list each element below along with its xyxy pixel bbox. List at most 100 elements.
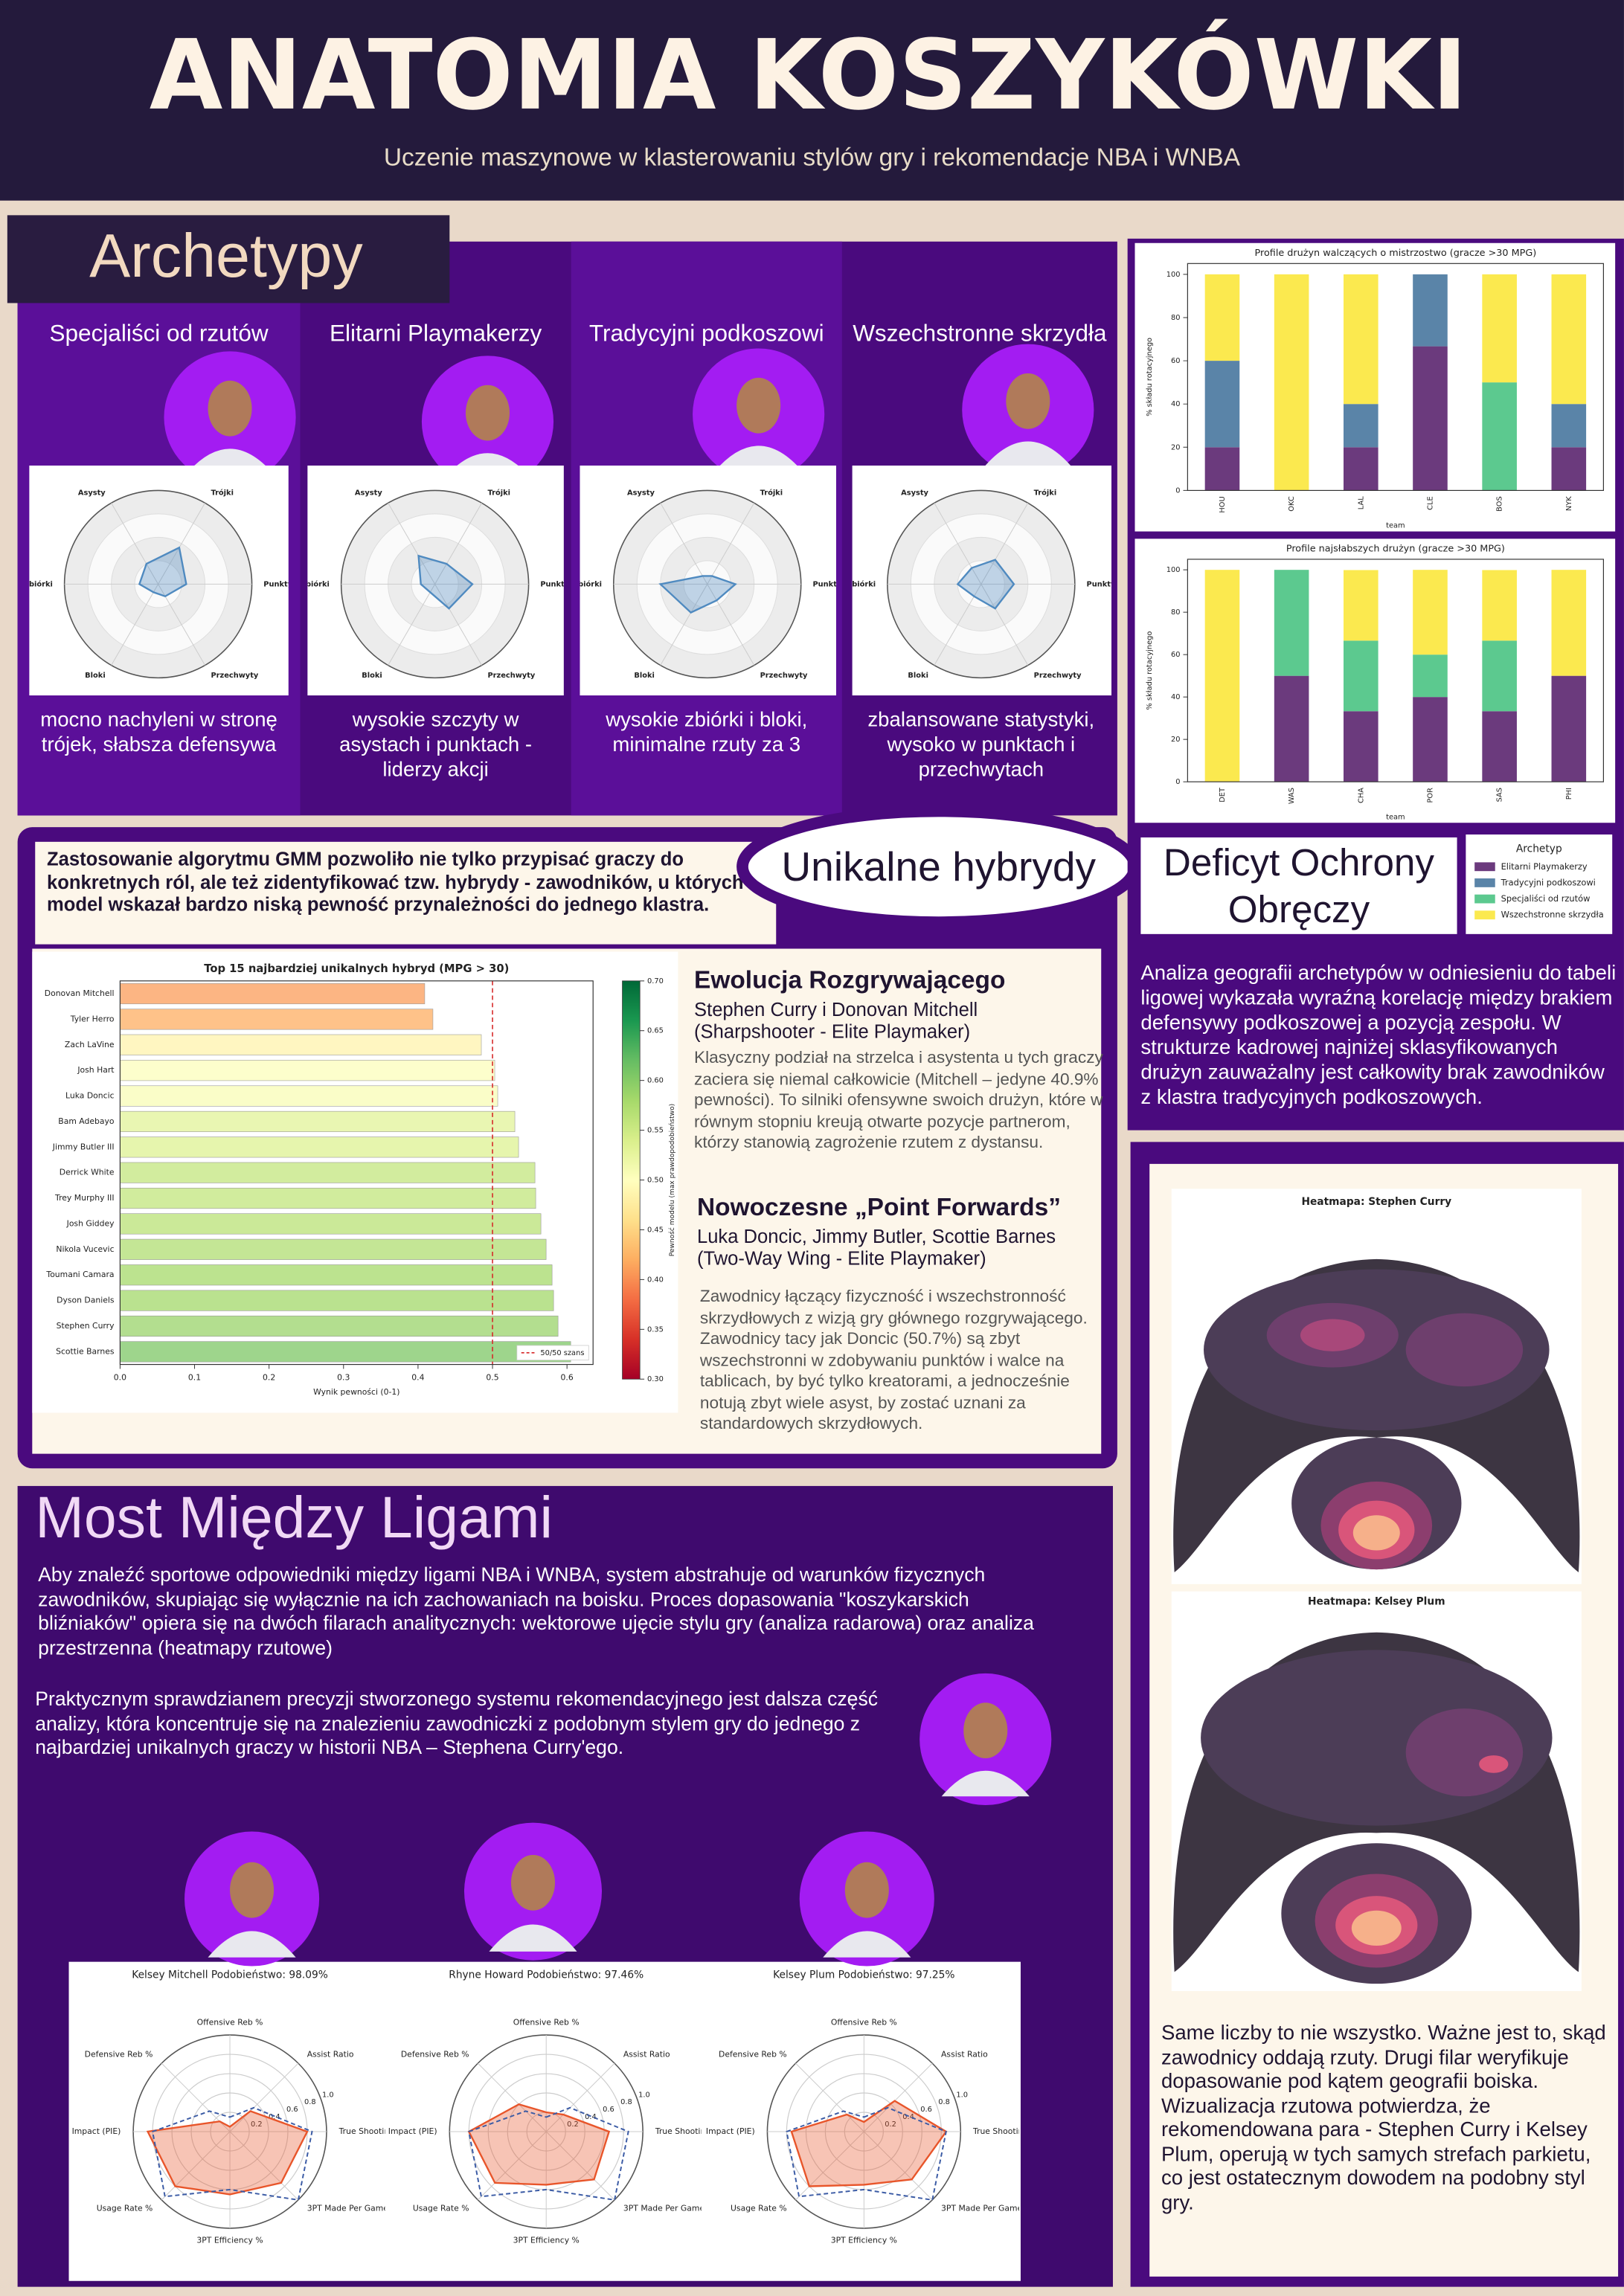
hybrid-players: Luka Doncic, Jimmy Butler, Scottie Barne… — [696, 1225, 1056, 1248]
bar-segment — [1413, 570, 1448, 655]
bar-segment — [1204, 447, 1240, 491]
contour — [1352, 1515, 1400, 1551]
spoke — [161, 2131, 231, 2201]
y-tick-label: Toumani Camara — [45, 1270, 114, 1279]
r-tick-label: 1.0 — [322, 2091, 334, 2099]
axis-label: Bloki — [908, 672, 928, 680]
spoke — [158, 584, 206, 666]
x-axis-label: Wynik pewności (0-1) — [313, 1387, 399, 1397]
axis-label: Assist Ratio — [623, 2049, 670, 2059]
bar-segment — [1344, 711, 1379, 782]
legend-box — [516, 1345, 589, 1361]
axis-label: Zbiórki — [853, 579, 876, 588]
y-tick-label: 60 — [1171, 357, 1181, 365]
y-tick-label: 80 — [1171, 608, 1181, 617]
photo-body — [489, 1924, 577, 1952]
x-axis-label: team — [1386, 522, 1405, 530]
bar-segment — [1344, 404, 1379, 448]
spoke — [864, 2062, 933, 2132]
bar-segment — [1413, 274, 1448, 347]
header: ANATOMIA KOSZYKÓWKI Uczenie maszynowe w … — [0, 0, 1624, 201]
y-tick-label: Tyler Herro — [70, 1014, 115, 1023]
colorbar-tick-label: 0.45 — [647, 1226, 664, 1234]
x-tick-label: 0.5 — [486, 1372, 498, 1382]
heatmap-title: Heatmapa: Kelsey Plum — [1308, 1595, 1445, 1607]
bar — [120, 1009, 434, 1030]
bar — [120, 1136, 519, 1158]
y-tick-label: 20 — [1171, 443, 1181, 451]
x-axis-label: team — [1386, 813, 1405, 821]
axis-label: Punkty — [263, 580, 288, 588]
y-tick-label: Derrick White — [60, 1168, 115, 1177]
bar-segment — [1413, 346, 1448, 491]
hybrid-title: Nowoczesne „Point Forwards” — [696, 1193, 1061, 1221]
legend-swatch — [1474, 862, 1495, 872]
spoke — [388, 503, 436, 585]
chart-box: Asysty Trójki Punkty Przechwyty Bloki Zbiórki — [301, 465, 570, 695]
bar-segment — [1274, 675, 1309, 782]
colorbar-tick-label: 0.40 — [647, 1276, 664, 1284]
chart-box: Asysty Trójki Punkty Przechwyty Bloki Zbiórki — [24, 465, 293, 695]
heatmap: Heatmapa: Kelsey Plum — [1171, 1591, 1582, 1992]
r-tick-label: 0.2 — [567, 2120, 579, 2129]
photo-body — [941, 1770, 1030, 1797]
card-name: Tradycyjni podkoszowi — [588, 322, 824, 347]
axis-label: Usage Rate % — [731, 2204, 787, 2213]
legend: Archetyp Elitarni Playmakerzy Tradycyjni p… — [1466, 834, 1613, 934]
y-tick-label: Josh Giddey — [66, 1218, 115, 1228]
axis-label: Impact (PIE) — [72, 2126, 121, 2136]
radar-chart: Kelsey Mitchell Podobieństwo: 98.09% 0.2 0… — [72, 1969, 385, 2245]
spoke — [158, 503, 206, 585]
radar-series — [956, 559, 1015, 610]
axis-label: Przechwyty — [211, 672, 258, 680]
axis-label: Zbiórki — [307, 579, 330, 588]
plot-frame — [119, 980, 594, 1366]
card-name: Elitarni Playmakerzy — [329, 322, 542, 347]
bar-segment — [1482, 570, 1517, 641]
axis-label: Zbiórki — [29, 579, 52, 588]
x-tick-label: CHA — [1357, 788, 1365, 803]
y-tick-label: 0 — [1175, 778, 1180, 786]
axis-label: Usage Rate % — [97, 2204, 153, 2213]
colorbar — [622, 980, 641, 1380]
x-tick-label: LAL — [1357, 496, 1365, 509]
chart-box: Asysty Trójki Punkty Przechwyty Bloki Zbiórki — [847, 465, 1116, 695]
legend-label: 50/50 szans — [540, 1349, 584, 1357]
contour — [1351, 1910, 1402, 1946]
y-tick-label: 40 — [1171, 400, 1181, 408]
bar-segment — [1551, 274, 1587, 405]
spoke — [545, 2131, 615, 2201]
bar-segment — [1482, 711, 1517, 782]
legend-label: Elitarni Playmakerzy — [1501, 861, 1588, 872]
section-title: Archetypy — [89, 221, 363, 290]
bridge-text: Aby znaleźć sportowe odpowiedniki między… — [38, 1563, 1034, 1659]
y-axis-label: % składu rotacyjnego — [1146, 631, 1154, 710]
bar-segment — [1551, 447, 1587, 491]
plot-frame — [1187, 559, 1604, 782]
colorbar-tick-label: 0.60 — [647, 1077, 664, 1085]
axis-label: Assist Ratio — [307, 2049, 354, 2059]
photo-body — [983, 441, 1072, 467]
bar — [120, 1110, 516, 1132]
contour — [1300, 1319, 1365, 1351]
y-tick-label: Bam Adebayo — [58, 1116, 115, 1126]
bar-segment — [1482, 274, 1517, 383]
hybrid-section: Ewolucja Rozgrywającego Stephen Curry i … — [694, 966, 1104, 1154]
y-tick-label: Josh Hart — [77, 1065, 114, 1075]
heatmap-title: Heatmapa: Stephen Curry — [1301, 1196, 1451, 1208]
x-tick-label: 0.2 — [263, 1372, 275, 1382]
bridge-title: Most Między Ligami — [35, 1485, 553, 1551]
y-tick-label: 100 — [1166, 271, 1181, 279]
y-tick-label: Trey Murphy III — [54, 1193, 114, 1203]
radar-chart: Asysty Trójki Punkty Przechwyty Bloki Zbiórki — [301, 489, 570, 680]
bar — [120, 1162, 536, 1183]
radar-chart: Rhyne Howard Podobieństwo: 97.46% 0.2 0.4 0… — [388, 1969, 702, 2245]
x-tick-label: WAS — [1288, 788, 1296, 804]
legend-label: Wszechstronne skrzydła — [1501, 910, 1604, 920]
bar-segment — [1551, 570, 1587, 676]
axis-label: Defensive Reb % — [401, 2049, 469, 2059]
radar-chart: Asysty Trójki Punkty Przechwyty Bloki Zbiórki — [847, 489, 1116, 680]
axis-label: Usage Rate % — [413, 2204, 469, 2213]
r-tick-label: 0.4 — [585, 2113, 597, 2121]
